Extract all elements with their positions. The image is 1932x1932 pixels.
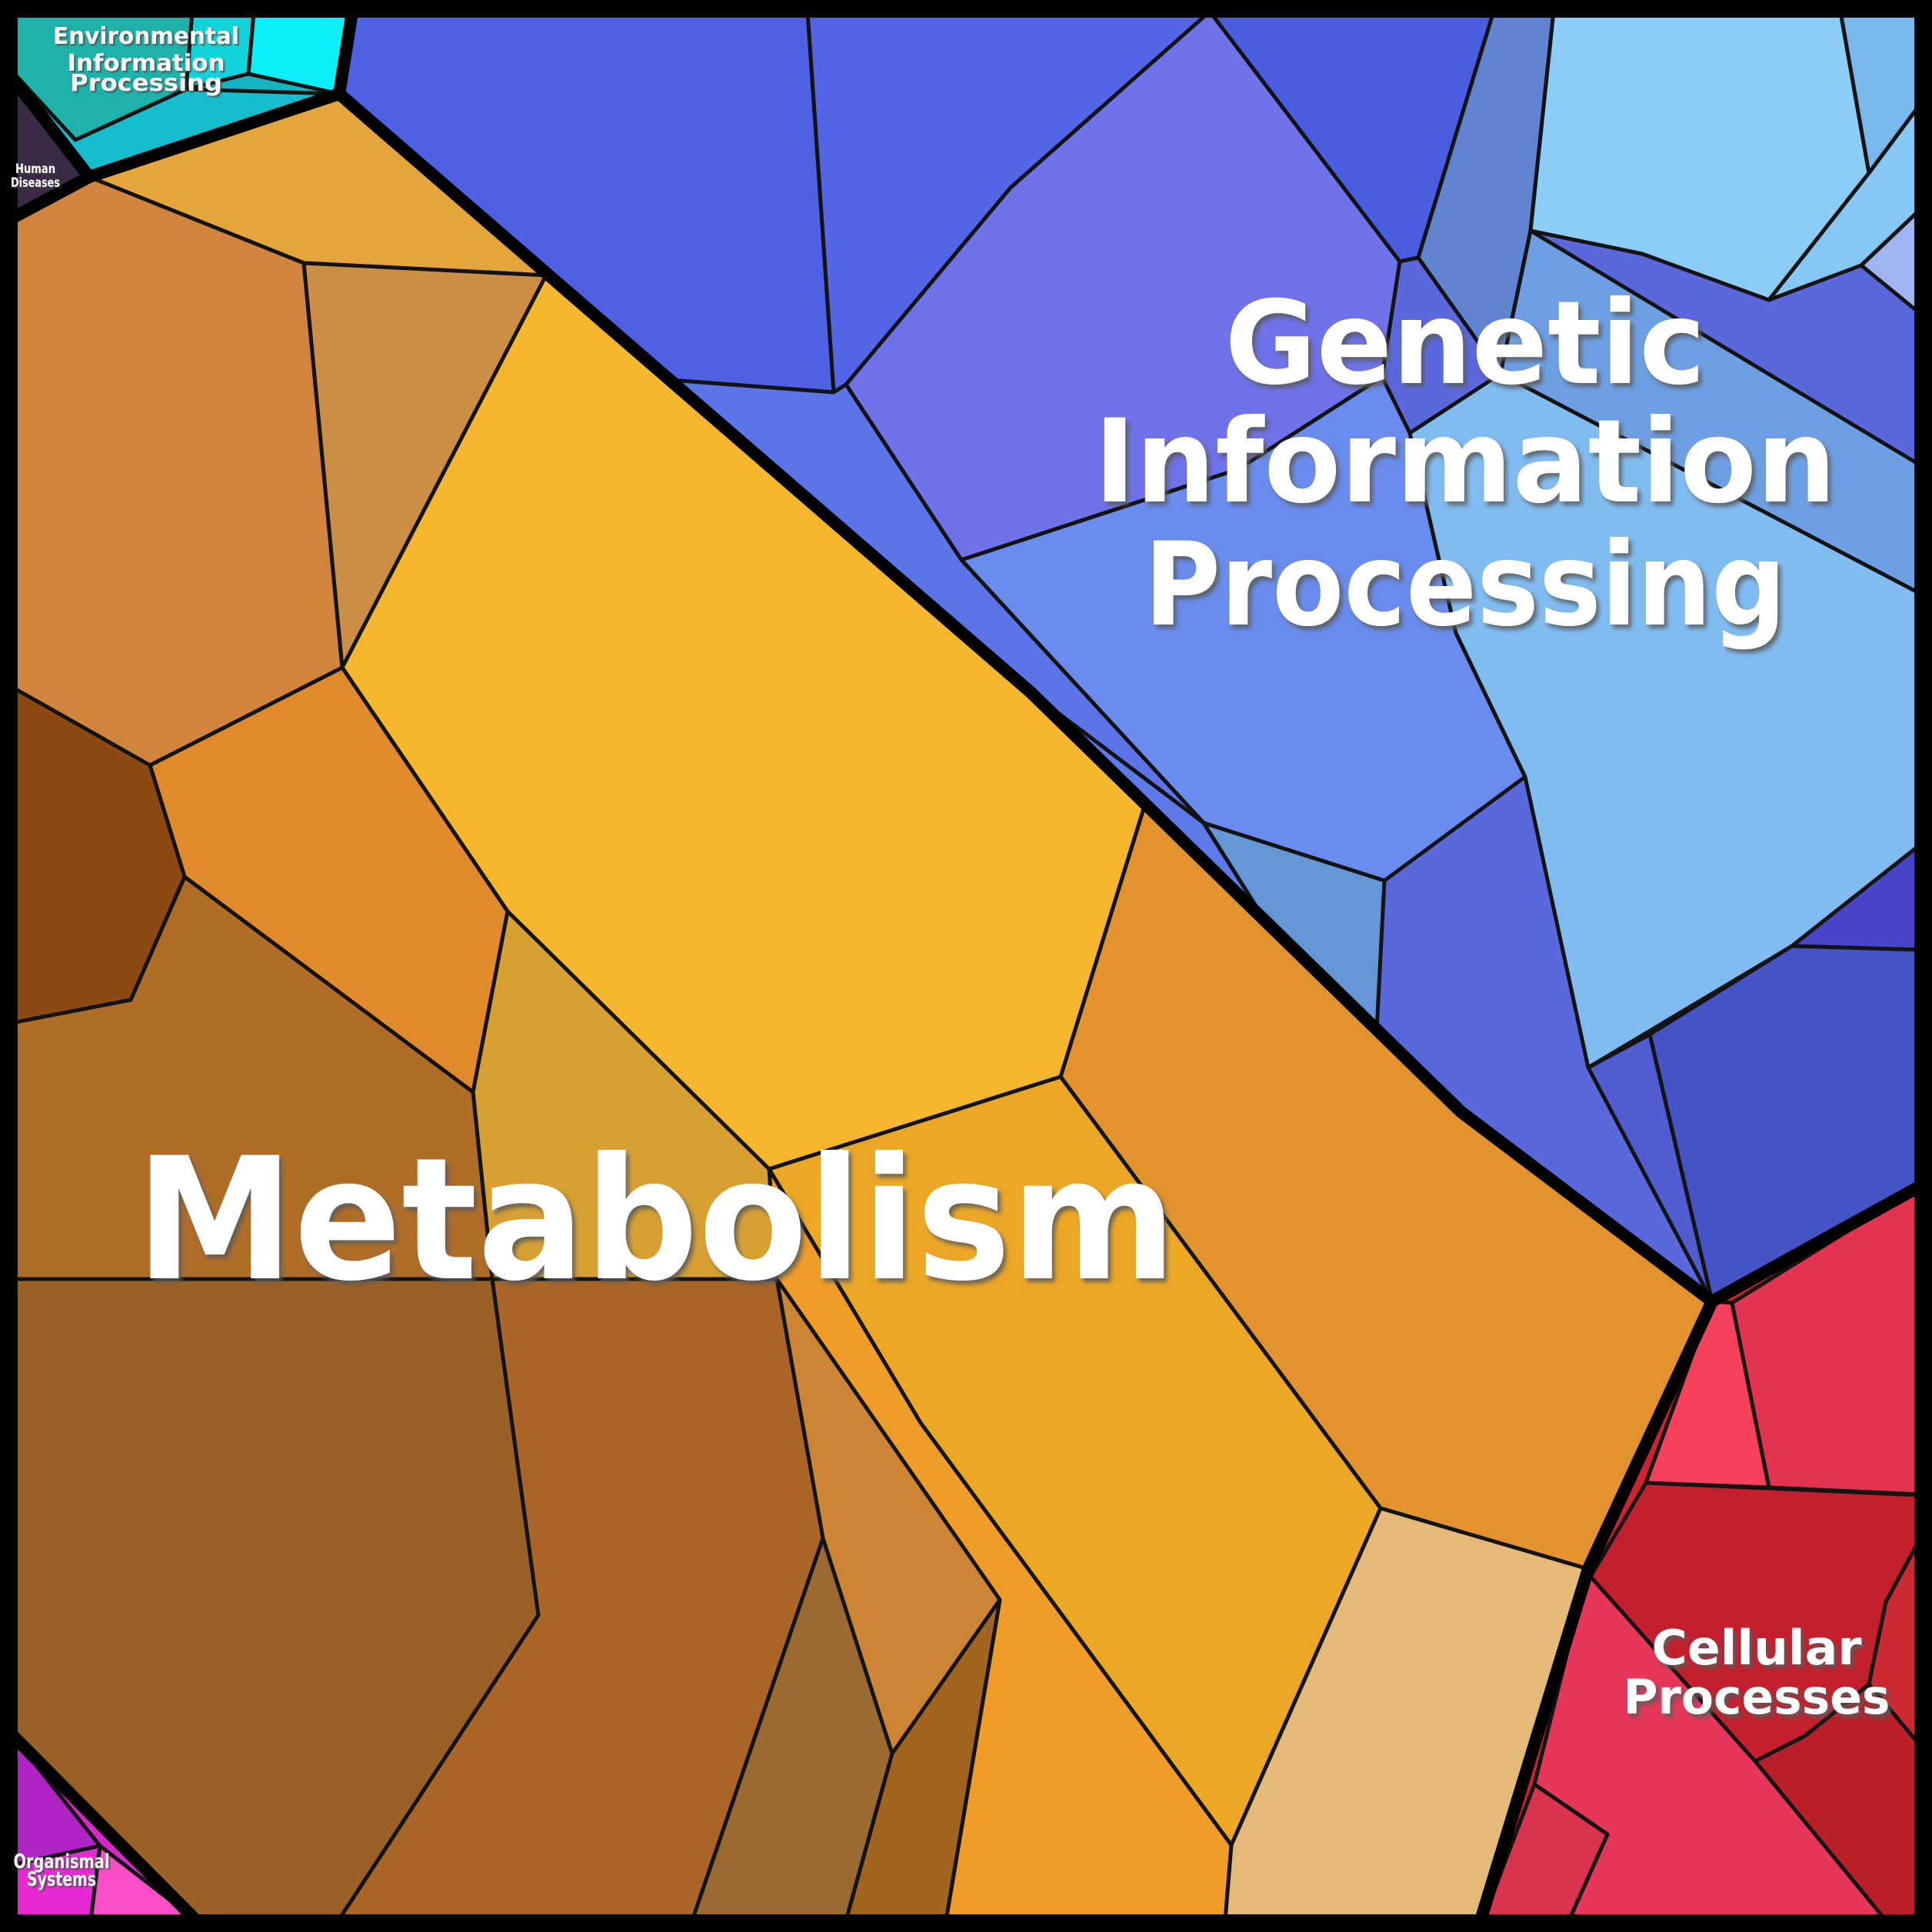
label-line: Systems <box>27 1868 96 1891</box>
label-line: Processing <box>70 70 222 97</box>
label-genetic-information-processing: Genetic Information Processing <box>1094 277 1837 652</box>
label-environmental-information-processing: Environmental Information Processing <box>53 23 239 97</box>
label-line: Processing <box>1144 518 1787 652</box>
label-line: Information <box>68 50 225 77</box>
label-line: Human <box>15 162 55 177</box>
label-line: Cellular <box>1652 1620 1862 1676</box>
label-organismal-systems: Organismal Systems <box>14 1850 110 1891</box>
label-line: Environmental <box>53 23 239 50</box>
label-line: Processes <box>1624 1669 1890 1725</box>
cell-metabolism-2[interactable] <box>9 175 345 768</box>
label-line: Organismal <box>14 1850 110 1874</box>
cell-genetic-information-processing-18[interactable] <box>1586 1032 1714 1304</box>
label-line: Diseases <box>11 175 60 191</box>
label-human-diseases: Human Diseases <box>11 162 60 191</box>
label-line: Information <box>1094 395 1837 529</box>
label-cellular-processes: Cellular Processes <box>1624 1620 1890 1725</box>
label-layer: Genetic Information ProcessingEnvironmenta… <box>11 23 1890 1891</box>
label-line: Metabolism <box>136 1121 1177 1318</box>
label-line: Genetic <box>1225 277 1706 411</box>
label-metabolism: Metabolism <box>136 1121 1177 1318</box>
